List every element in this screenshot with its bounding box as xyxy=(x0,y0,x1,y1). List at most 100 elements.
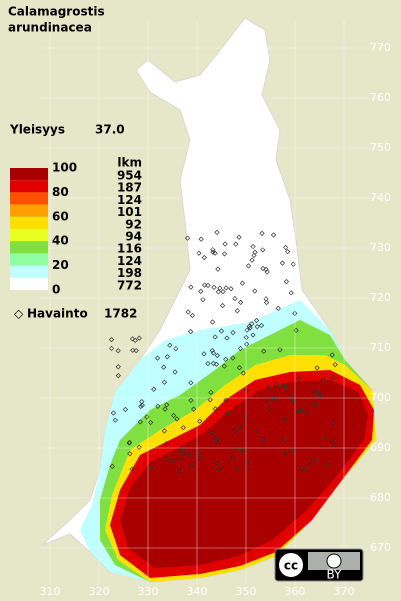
observation-dot xyxy=(280,382,287,388)
observation-dot xyxy=(122,406,129,413)
legend-count: 94 xyxy=(125,230,142,244)
observation-dot xyxy=(252,288,258,294)
observation-dot xyxy=(281,416,287,422)
observation-dot xyxy=(205,360,211,367)
observation-dot xyxy=(331,443,337,449)
observation-dot xyxy=(243,387,249,393)
observation-dot xyxy=(224,335,230,341)
observation-dot xyxy=(212,250,218,256)
observation-dot xyxy=(329,352,335,358)
observation-dot xyxy=(148,465,154,471)
legend-band xyxy=(10,265,48,278)
observation-dot xyxy=(191,406,197,412)
observation-dot xyxy=(164,402,170,408)
observation-dot xyxy=(317,394,323,400)
grid-x-label: 310 xyxy=(40,585,61,598)
observation-dot xyxy=(259,230,265,236)
observation-dot xyxy=(236,234,242,240)
observation-dot xyxy=(236,364,243,371)
observation-dot xyxy=(246,323,252,330)
legend-band xyxy=(10,192,48,205)
observation-dot xyxy=(222,241,228,247)
legend-band xyxy=(10,229,48,242)
observation-dot xyxy=(127,451,133,457)
observation-dot xyxy=(188,284,194,290)
observation-dot xyxy=(177,456,183,462)
observation-dot xyxy=(180,450,186,456)
observation-dot xyxy=(202,282,208,288)
observation-dot xyxy=(230,355,236,361)
observation-dot xyxy=(280,437,286,443)
legend-count: 187 xyxy=(117,181,142,195)
observation-dot xyxy=(209,319,216,325)
observation-dot xyxy=(265,384,271,390)
observation-dot xyxy=(304,409,310,415)
grid-y-label: 710 xyxy=(370,341,391,354)
observation-dot xyxy=(167,342,173,348)
observation-dot xyxy=(261,348,267,354)
observation-dot xyxy=(314,365,320,371)
observation-dot xyxy=(219,303,226,309)
observation-dot xyxy=(332,362,338,368)
observation-dot xyxy=(271,395,277,401)
observation-dot xyxy=(215,289,222,295)
observation-dot xyxy=(288,290,294,296)
observation-dot xyxy=(232,295,238,302)
title-line: Calamagrostis xyxy=(8,5,105,19)
grid-y-label: 770 xyxy=(370,41,391,54)
observation-dot xyxy=(295,408,301,415)
grid-y-label: 760 xyxy=(370,91,391,104)
observation-dot xyxy=(254,324,260,330)
observation-dot xyxy=(198,288,204,295)
observation-dot xyxy=(230,455,236,461)
observation-dot xyxy=(214,229,220,236)
observation-dot xyxy=(126,440,132,446)
legend-band xyxy=(10,253,48,266)
observation-dot xyxy=(290,261,296,267)
observation-dot xyxy=(265,398,271,404)
observation-dot xyxy=(275,305,281,311)
observation-dot xyxy=(290,398,296,404)
observation-dot xyxy=(223,397,229,403)
observation-dot xyxy=(244,341,250,347)
observation-dot xyxy=(317,391,323,397)
observation-dot xyxy=(279,260,286,266)
legend-count: 124 xyxy=(117,193,142,207)
observation-dot xyxy=(212,406,218,412)
observation-dot xyxy=(162,406,168,412)
count-header: lkm xyxy=(117,156,142,170)
observation-dot xyxy=(249,321,255,327)
legend-count: 954 xyxy=(117,169,142,183)
observation-dot xyxy=(186,452,192,458)
observation-dot xyxy=(299,465,305,471)
grid-y-label: 670 xyxy=(370,541,391,554)
observation-dot xyxy=(170,458,176,464)
observation-dot xyxy=(210,249,216,255)
observation-dot xyxy=(139,402,145,408)
grid-y-label: 740 xyxy=(370,191,391,204)
legend-band xyxy=(10,277,48,290)
grid-x-label: 360 xyxy=(285,585,306,598)
observation-dot xyxy=(151,386,157,392)
observation-dot xyxy=(147,419,154,426)
observation-dot xyxy=(205,282,211,289)
legend-count: 124 xyxy=(117,254,142,268)
observation-dot xyxy=(185,309,191,315)
frequency-value: 37.0 xyxy=(95,123,125,137)
observation-dot xyxy=(266,405,272,412)
legend-count: 101 xyxy=(117,205,142,219)
observation-dot xyxy=(234,308,240,314)
observation-dot xyxy=(136,444,142,450)
by-text: BY xyxy=(327,568,343,582)
legend-tick-label: 0 xyxy=(52,283,60,297)
observation-dot xyxy=(251,252,257,258)
title-line: arundinacea xyxy=(8,21,92,35)
grid-y-label: 730 xyxy=(370,241,391,254)
observation-dot xyxy=(195,450,202,456)
observation-dot xyxy=(239,280,246,286)
observation-dot xyxy=(214,436,221,442)
observation-dot xyxy=(209,430,216,436)
observation-dot xyxy=(270,232,277,238)
